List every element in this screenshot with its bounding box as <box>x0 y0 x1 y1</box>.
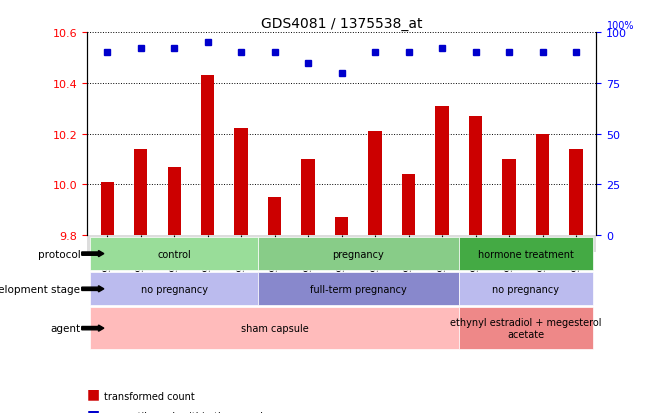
Text: no pregnancy: no pregnancy <box>141 284 208 294</box>
Bar <box>469 116 482 235</box>
Text: hormone treatment: hormone treatment <box>478 249 574 259</box>
Text: ■: ■ <box>87 407 100 413</box>
Bar <box>168 167 181 235</box>
Text: pregnancy: pregnancy <box>332 249 385 259</box>
Bar <box>536 134 549 235</box>
Bar <box>436 107 449 235</box>
Text: transformed count: transformed count <box>104 391 194 401</box>
Text: 100%: 100% <box>606 21 634 31</box>
Bar <box>402 175 415 235</box>
Bar <box>201 76 214 235</box>
Text: ■: ■ <box>87 387 100 401</box>
Text: agent: agent <box>50 323 80 333</box>
Title: GDS4081 / 1375538_at: GDS4081 / 1375538_at <box>261 17 423 31</box>
Bar <box>369 132 382 235</box>
Bar <box>335 218 348 235</box>
Text: development stage: development stage <box>0 284 80 294</box>
Bar <box>302 159 315 235</box>
Text: no pregnancy: no pregnancy <box>492 284 559 294</box>
Bar <box>570 150 583 235</box>
Bar <box>100 182 114 235</box>
Text: sham capsule: sham capsule <box>241 323 309 333</box>
Text: ethynyl estradiol + megesterol
acetate: ethynyl estradiol + megesterol acetate <box>450 318 602 339</box>
Text: control: control <box>157 249 191 259</box>
Text: full-term pregnancy: full-term pregnancy <box>310 284 407 294</box>
Text: protocol: protocol <box>38 249 80 259</box>
Bar <box>134 150 147 235</box>
Bar <box>268 197 281 235</box>
Text: percentile rank within the sample: percentile rank within the sample <box>104 411 269 413</box>
Bar <box>234 129 248 235</box>
Bar <box>502 159 516 235</box>
